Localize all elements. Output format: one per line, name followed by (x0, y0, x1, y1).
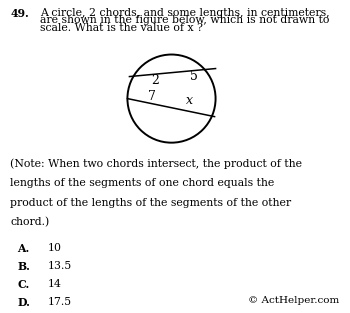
Text: 13.5: 13.5 (47, 261, 71, 271)
Text: lengths of the segments of one chord equals the: lengths of the segments of one chord equ… (10, 178, 275, 188)
Text: D.: D. (18, 297, 30, 308)
Text: B.: B. (18, 261, 30, 272)
Text: A.: A. (18, 243, 30, 254)
Text: 2: 2 (152, 74, 159, 87)
Text: scale. What is the value of x ?: scale. What is the value of x ? (40, 23, 203, 33)
Text: are shown in the figure below, which is not drawn to: are shown in the figure below, which is … (40, 15, 330, 25)
Text: x: x (186, 94, 193, 107)
Text: 14: 14 (47, 279, 61, 289)
Text: (Note: When two chords intersect, the product of the: (Note: When two chords intersect, the pr… (10, 158, 302, 169)
Text: product of the lengths of the segments of the other: product of the lengths of the segments o… (10, 198, 292, 208)
Text: © ActHelper.com: © ActHelper.com (248, 296, 340, 305)
Text: 10: 10 (47, 243, 61, 253)
Text: A circle, 2 chords, and some lengths, in centimeters,: A circle, 2 chords, and some lengths, in… (40, 8, 330, 18)
Text: C.: C. (18, 279, 30, 290)
Text: 17.5: 17.5 (47, 297, 71, 307)
Text: 5: 5 (190, 70, 197, 83)
Text: 49.: 49. (10, 8, 29, 19)
Text: chord.): chord.) (10, 217, 50, 228)
Text: 7: 7 (148, 90, 155, 103)
